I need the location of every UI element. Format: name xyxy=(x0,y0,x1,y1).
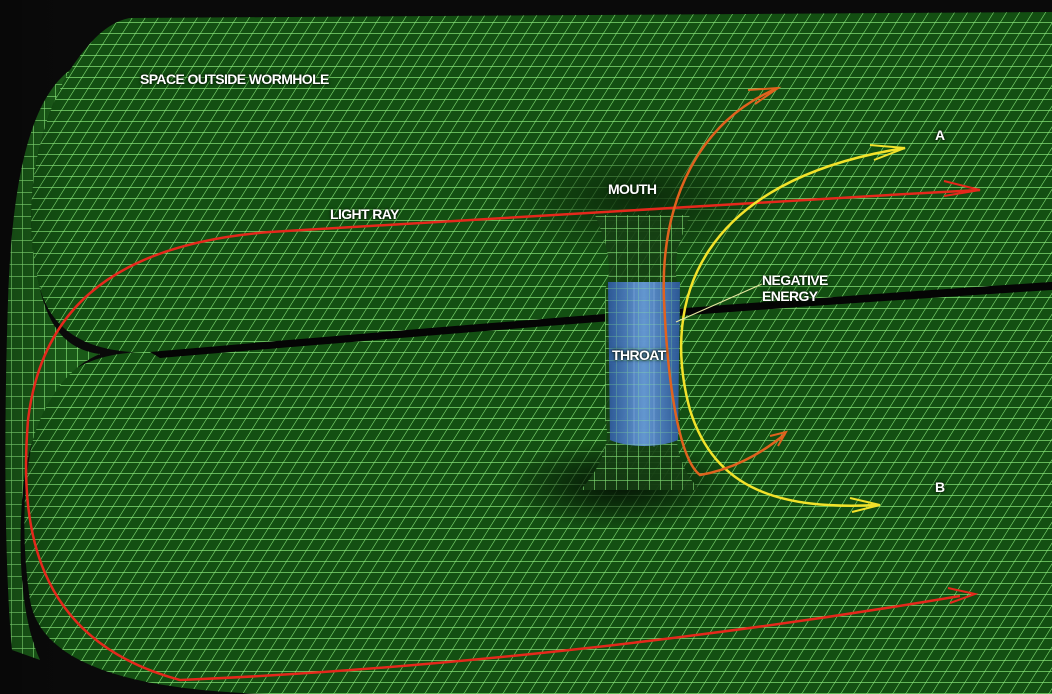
orange-ray-path xyxy=(662,86,789,477)
point-a-label: A xyxy=(935,127,945,143)
curved-sheet-edge xyxy=(0,0,101,694)
light-ray-label: LIGHT RAY xyxy=(330,206,399,222)
throat-label: THROAT xyxy=(612,347,666,363)
space-outside-label: SPACE OUTSIDE WORMHOLE xyxy=(140,71,329,87)
negative-energy-label-line1: NEGATIVE xyxy=(762,272,828,288)
negative-energy-label-line2: ENERGY xyxy=(762,288,818,304)
yellow-ray-path xyxy=(679,144,906,513)
sheet-gap xyxy=(150,282,1052,358)
light-ray-arrowhead-top xyxy=(943,180,981,197)
negative-energy-pointer xyxy=(675,283,763,323)
mouth-label: MOUTH xyxy=(608,181,657,197)
point-b-label: B xyxy=(935,479,945,495)
upper-mouth-dip xyxy=(490,140,790,260)
wormhole-throat xyxy=(580,215,700,490)
light-ray-path xyxy=(24,180,981,682)
light-ray-arrowhead-bottom xyxy=(947,587,979,604)
